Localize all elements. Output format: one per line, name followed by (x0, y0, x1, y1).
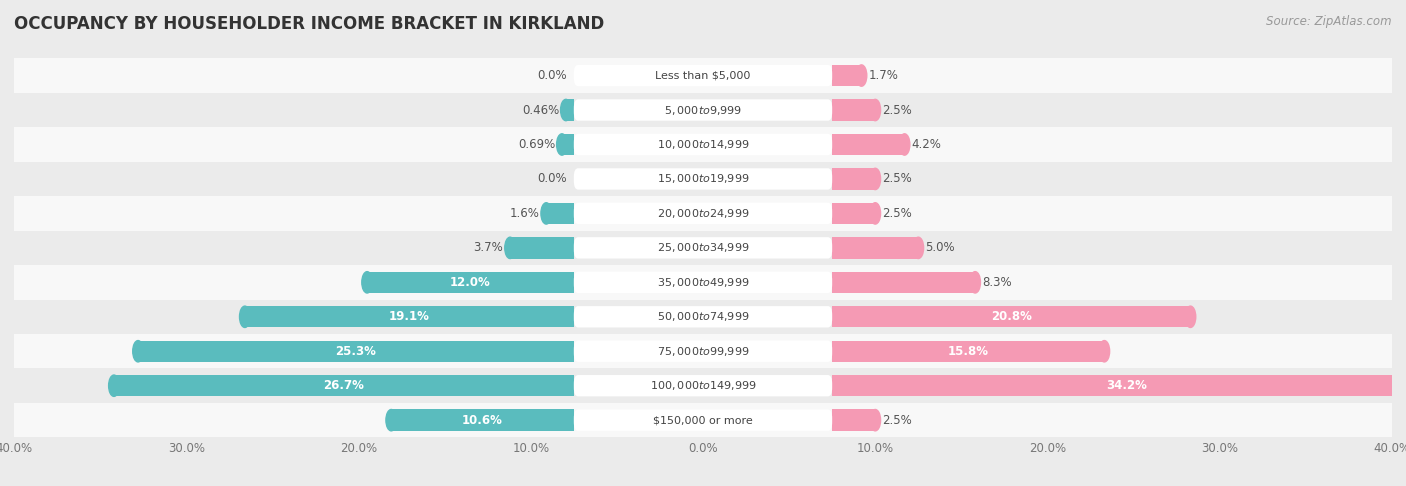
Bar (14, 299, 1392, 334)
Circle shape (912, 237, 924, 259)
Bar (510, 237, 574, 259)
Circle shape (870, 410, 880, 431)
Circle shape (856, 65, 866, 86)
Text: 1.6%: 1.6% (509, 207, 540, 220)
Circle shape (361, 272, 373, 293)
Text: $75,000 to $99,999: $75,000 to $99,999 (657, 345, 749, 358)
Text: 2.5%: 2.5% (882, 104, 912, 117)
Circle shape (970, 272, 980, 293)
Text: 1.7%: 1.7% (869, 69, 898, 82)
Bar (14, 231, 1392, 265)
Circle shape (557, 134, 567, 155)
Bar (832, 65, 862, 86)
Bar (832, 410, 875, 431)
Text: 25.3%: 25.3% (336, 345, 377, 358)
FancyBboxPatch shape (574, 306, 832, 328)
Bar (832, 237, 918, 259)
Text: $25,000 to $34,999: $25,000 to $34,999 (657, 242, 749, 254)
Text: 34.2%: 34.2% (1107, 379, 1147, 392)
Bar (14, 265, 1392, 299)
Circle shape (870, 99, 880, 121)
Text: 0.46%: 0.46% (522, 104, 560, 117)
Text: 2.5%: 2.5% (882, 173, 912, 186)
Circle shape (1099, 341, 1109, 362)
Bar (832, 306, 1191, 328)
FancyBboxPatch shape (574, 375, 832, 397)
FancyBboxPatch shape (574, 134, 832, 155)
Text: Less than $5,000: Less than $5,000 (655, 70, 751, 81)
FancyBboxPatch shape (574, 272, 832, 293)
Circle shape (385, 410, 396, 431)
FancyBboxPatch shape (574, 341, 832, 362)
Bar (562, 134, 574, 155)
Text: 4.2%: 4.2% (911, 138, 941, 151)
Text: $100,000 to $149,999: $100,000 to $149,999 (650, 379, 756, 392)
Circle shape (870, 168, 880, 190)
Circle shape (561, 99, 571, 121)
Text: 8.3%: 8.3% (981, 276, 1012, 289)
Text: OCCUPANCY BY HOUSEHOLDER INCOME BRACKET IN KIRKLAND: OCCUPANCY BY HOUSEHOLDER INCOME BRACKET … (14, 15, 605, 33)
FancyBboxPatch shape (574, 410, 832, 431)
Text: Source: ZipAtlas.com: Source: ZipAtlas.com (1267, 15, 1392, 28)
FancyBboxPatch shape (574, 99, 832, 121)
Bar (14, 93, 1392, 127)
Text: $10,000 to $14,999: $10,000 to $14,999 (657, 138, 749, 151)
Text: 2.5%: 2.5% (882, 207, 912, 220)
Text: 19.1%: 19.1% (389, 310, 430, 323)
FancyBboxPatch shape (574, 237, 832, 259)
Circle shape (108, 375, 120, 397)
Text: 15.8%: 15.8% (948, 345, 988, 358)
Circle shape (1185, 306, 1195, 328)
Text: $20,000 to $24,999: $20,000 to $24,999 (657, 207, 749, 220)
Bar (391, 410, 574, 431)
Circle shape (870, 203, 880, 224)
Text: $15,000 to $19,999: $15,000 to $19,999 (657, 173, 749, 186)
Text: 10.6%: 10.6% (463, 414, 503, 427)
Bar (832, 272, 976, 293)
Text: $50,000 to $74,999: $50,000 to $74,999 (657, 310, 749, 323)
Bar (367, 272, 574, 293)
Circle shape (505, 237, 516, 259)
Circle shape (900, 134, 910, 155)
Bar (245, 306, 574, 328)
Circle shape (132, 341, 143, 362)
Bar (832, 168, 875, 190)
Bar (14, 58, 1392, 93)
Bar (14, 196, 1392, 231)
Bar (832, 203, 875, 224)
Text: 3.7%: 3.7% (474, 242, 503, 254)
Bar (832, 134, 904, 155)
Text: 0.0%: 0.0% (537, 69, 567, 82)
Text: 20.8%: 20.8% (991, 310, 1032, 323)
Text: $150,000 or more: $150,000 or more (654, 415, 752, 425)
Bar (832, 341, 1104, 362)
Text: 2.5%: 2.5% (882, 414, 912, 427)
Text: 0.69%: 0.69% (517, 138, 555, 151)
FancyBboxPatch shape (574, 203, 832, 224)
Text: 26.7%: 26.7% (323, 379, 364, 392)
Bar (547, 203, 574, 224)
Text: $5,000 to $9,999: $5,000 to $9,999 (664, 104, 742, 117)
Bar (114, 375, 574, 397)
Bar (14, 334, 1392, 368)
Text: 5.0%: 5.0% (925, 242, 955, 254)
Text: $35,000 to $49,999: $35,000 to $49,999 (657, 276, 749, 289)
FancyBboxPatch shape (574, 65, 832, 86)
Bar (832, 375, 1406, 397)
Circle shape (239, 306, 250, 328)
Circle shape (541, 203, 551, 224)
Text: 12.0%: 12.0% (450, 276, 491, 289)
Bar (14, 403, 1392, 437)
Bar (138, 341, 574, 362)
Bar (14, 127, 1392, 162)
FancyBboxPatch shape (574, 168, 832, 190)
Bar (14, 162, 1392, 196)
Text: 0.0%: 0.0% (537, 173, 567, 186)
Bar (14, 368, 1392, 403)
Bar (832, 99, 875, 121)
Bar (565, 99, 574, 121)
